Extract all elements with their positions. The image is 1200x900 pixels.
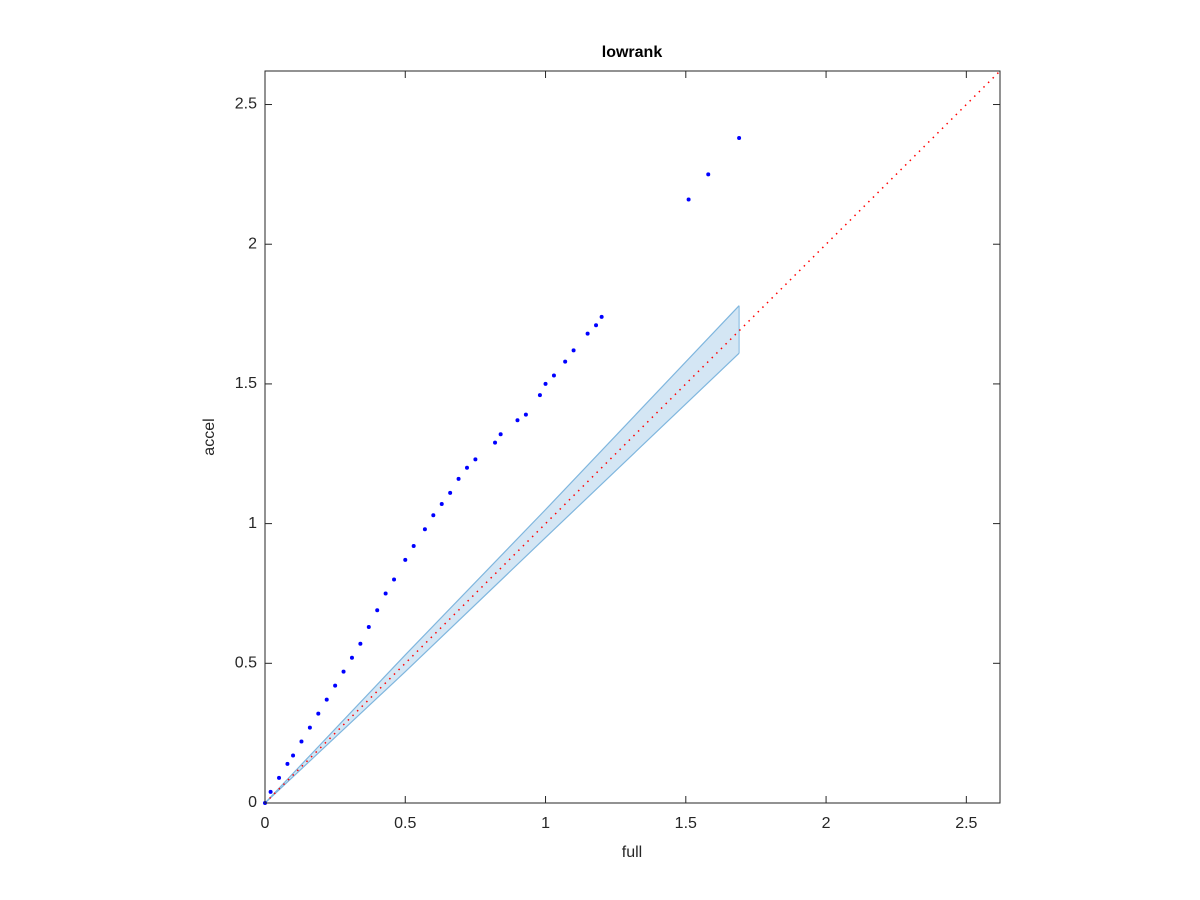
data-point [375,608,380,613]
data-point [473,457,478,462]
data-point [439,502,444,507]
x-tick-label: 2.5 [955,815,977,832]
x-tick-label: 0.5 [394,815,416,832]
axes-box [264,70,1001,804]
y-axis-label: accel [201,418,218,455]
data-point [324,697,329,702]
y-tick-label: 2 [248,235,257,252]
data-point [498,432,503,437]
y-tick-label: 0.5 [235,655,257,672]
data-point [551,373,556,378]
data-point [333,683,338,688]
data-point [493,440,498,445]
x-tick-label: 1 [541,815,550,832]
data-point [686,197,691,202]
x-axis-label: full [622,844,642,861]
data-point [299,739,304,744]
band-edge [264,305,740,804]
data-point [543,381,548,386]
x-tick-label: 1.5 [675,815,697,832]
data-point [341,669,346,674]
data-point [285,761,290,766]
data-point [515,418,520,423]
data-point [316,711,321,716]
data-point [448,490,453,495]
y-tick-label: 2.5 [235,96,257,113]
data-point [737,136,742,141]
data-point [706,172,711,177]
y-tick-label: 1 [248,515,257,532]
band-edge [264,352,740,804]
data-point [599,314,604,319]
data-point [431,513,436,518]
y-tick-label: 1.5 [235,375,257,392]
chart-title: lowrank [602,44,663,61]
data-point [307,725,312,730]
y-tick-label: 0 [248,794,257,811]
data-point [464,465,469,470]
x-tick-label: 2 [822,815,831,832]
data-point [366,624,371,629]
data-point [563,359,568,364]
data-point [456,476,461,481]
data-point [537,393,542,398]
data-point [358,641,363,646]
data-point [422,527,427,532]
data-point [392,577,397,582]
data-point [523,412,528,417]
data-point [349,655,354,660]
data-point [291,753,296,758]
data-point [277,775,282,780]
x-tick-label: 0 [261,815,270,832]
data-point [585,331,590,336]
data-point [403,557,408,562]
data-point [383,591,388,596]
data-point [571,348,576,353]
data-point [411,543,416,548]
data-point [594,323,599,328]
data-point [268,789,273,794]
